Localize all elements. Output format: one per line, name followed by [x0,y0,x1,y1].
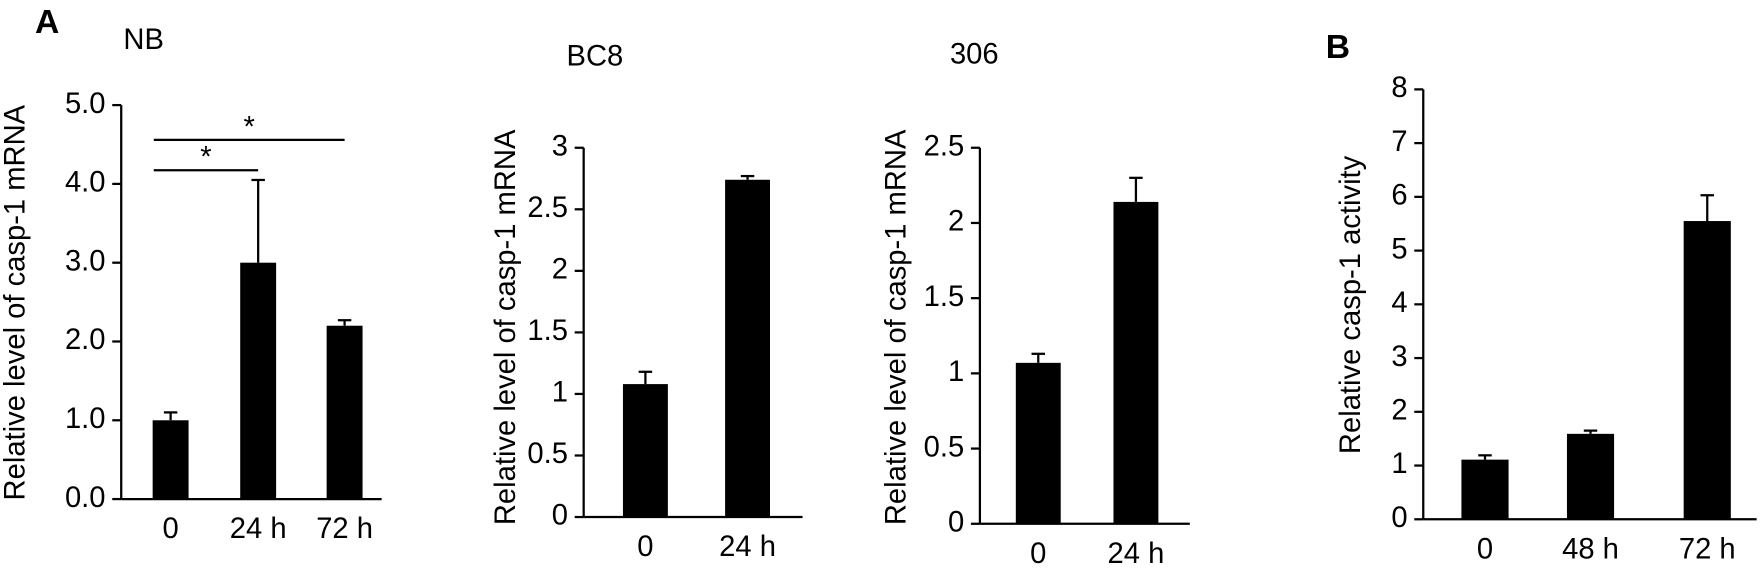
significance-label: * [200,142,211,174]
y-tick-label: 1 [552,377,568,409]
y-axis-label: Relative casp-1 activity [1335,155,1367,454]
panel-label: B [1326,29,1350,66]
bar [725,179,770,518]
y-tick-label: 2.0 [65,324,106,356]
y-tick-label: 0.5 [924,431,965,463]
y-tick-label: 6 [1391,180,1407,212]
bar [1015,362,1061,524]
y-tick-label: 3 [552,130,568,162]
bar [240,262,277,500]
y-tick-label: 1 [948,356,964,388]
bar [152,420,189,500]
y-tick-label: 3 [1391,341,1407,373]
bar [1461,459,1509,520]
bar [326,325,363,500]
panel-label: A [35,4,59,41]
y-tick-label: 2 [1391,395,1407,427]
x-tick-label: 24 h [230,513,287,545]
y-tick-label: 1 [1391,448,1407,480]
y-tick-label: 1.5 [527,315,568,347]
x-tick-label: 0 [1030,538,1046,570]
y-tick-label: 4.0 [65,167,106,199]
y-tick-label: 5.0 [65,88,106,120]
bar [622,384,668,518]
y-tick-label: 1.5 [924,281,965,313]
x-tick-label: 0 [1477,533,1493,565]
y-tick-label: 2.5 [924,130,965,162]
y-tick-label: 0 [948,506,964,538]
y-tick-label: 2 [948,206,964,238]
y-tick-label: 8 [1391,72,1407,104]
x-tick-label: 72 h [316,513,373,545]
bar [1113,201,1159,524]
bar [1566,433,1615,520]
x-tick-label: 0 [162,513,178,545]
y-tick-label: 7 [1391,126,1407,158]
y-tick-label: 2.5 [527,192,568,224]
y-tick-label: 3.0 [65,245,106,277]
y-tick-label: 0.0 [65,482,106,514]
y-tick-label: 1.0 [65,403,106,435]
y-axis-label: Relative level of casp-1 mRNA [490,129,522,525]
x-tick-label: 48 h [1562,533,1619,565]
x-tick-label: 24 h [1108,538,1165,570]
chart-title: 306 [950,38,999,70]
y-tick-label: 0 [1391,502,1407,534]
y-tick-label: 0 [552,500,568,532]
chart-title: BC8 [567,41,624,73]
y-axis-label: Relative level of casp-1 mRNA [0,104,32,500]
x-tick-label: 24 h [719,531,776,563]
significance-label: * [244,111,255,143]
x-tick-label: 0 [637,531,653,563]
x-tick-label: 72 h [1679,533,1736,565]
y-tick-label: 5 [1391,233,1407,265]
y-tick-label: 4 [1391,287,1407,319]
y-tick-label: 2 [552,254,568,286]
y-tick-label: 0.5 [527,438,568,470]
chart-title: NB [123,24,164,56]
bar [1683,221,1731,520]
y-axis-label: Relative level of casp-1 mRNA [881,129,913,525]
